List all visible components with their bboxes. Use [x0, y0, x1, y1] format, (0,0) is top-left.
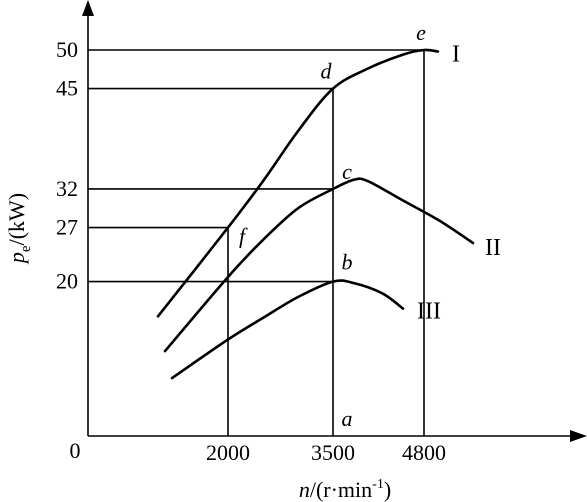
y-tick-label: 32	[56, 176, 78, 201]
point-label-f: f	[239, 224, 248, 249]
y-axis-unit: /(kW)	[4, 193, 29, 246]
series-line-II	[163, 177, 475, 353]
point-label-b: b	[342, 250, 353, 275]
point-label-e: e	[416, 20, 426, 45]
series-label-II: II	[485, 235, 501, 261]
x-tick-labels: 2000 3500 4800	[206, 440, 446, 465]
y-tick-label: 20	[56, 269, 78, 294]
y-axis-var: p	[4, 252, 29, 265]
x-origin-label: 0	[70, 438, 81, 463]
x-axis-unit: /(r·min	[310, 477, 372, 502]
x-axis-unit-close: )	[384, 477, 391, 502]
x-tick-label: 4800	[402, 440, 446, 465]
series-line-I	[156, 48, 440, 318]
guide-lines	[88, 49, 425, 436]
curves	[156, 48, 475, 380]
y-tick-label: 45	[56, 76, 78, 101]
x-axis-unit-exp: -1	[372, 477, 384, 492]
axes: 0	[70, 0, 587, 463]
series-line-III	[170, 279, 405, 380]
x-tick-label: 3500	[311, 440, 355, 465]
series-label-III: III	[417, 299, 441, 325]
y-axis-arrow	[82, 0, 94, 16]
y-axis-var-sub: e	[18, 245, 34, 252]
point-label-c: c	[342, 159, 352, 184]
y-axis-title: pe/(kW)	[4, 193, 34, 265]
point-label-a: a	[342, 406, 353, 431]
point-label-d: d	[321, 59, 333, 84]
y-tick-label: 27	[56, 215, 78, 240]
y-tick-labels: 20 27 32 45 50	[56, 37, 78, 294]
x-axis-title: n/(r·min-1)	[299, 477, 391, 502]
x-axis-var: n	[299, 477, 310, 502]
x-tick-label: 2000	[206, 440, 250, 465]
y-tick-label: 50	[56, 37, 78, 62]
series-label-I: I	[452, 42, 460, 68]
x-axis-arrow	[570, 430, 587, 442]
point-labels: e d c f b a	[239, 20, 426, 431]
